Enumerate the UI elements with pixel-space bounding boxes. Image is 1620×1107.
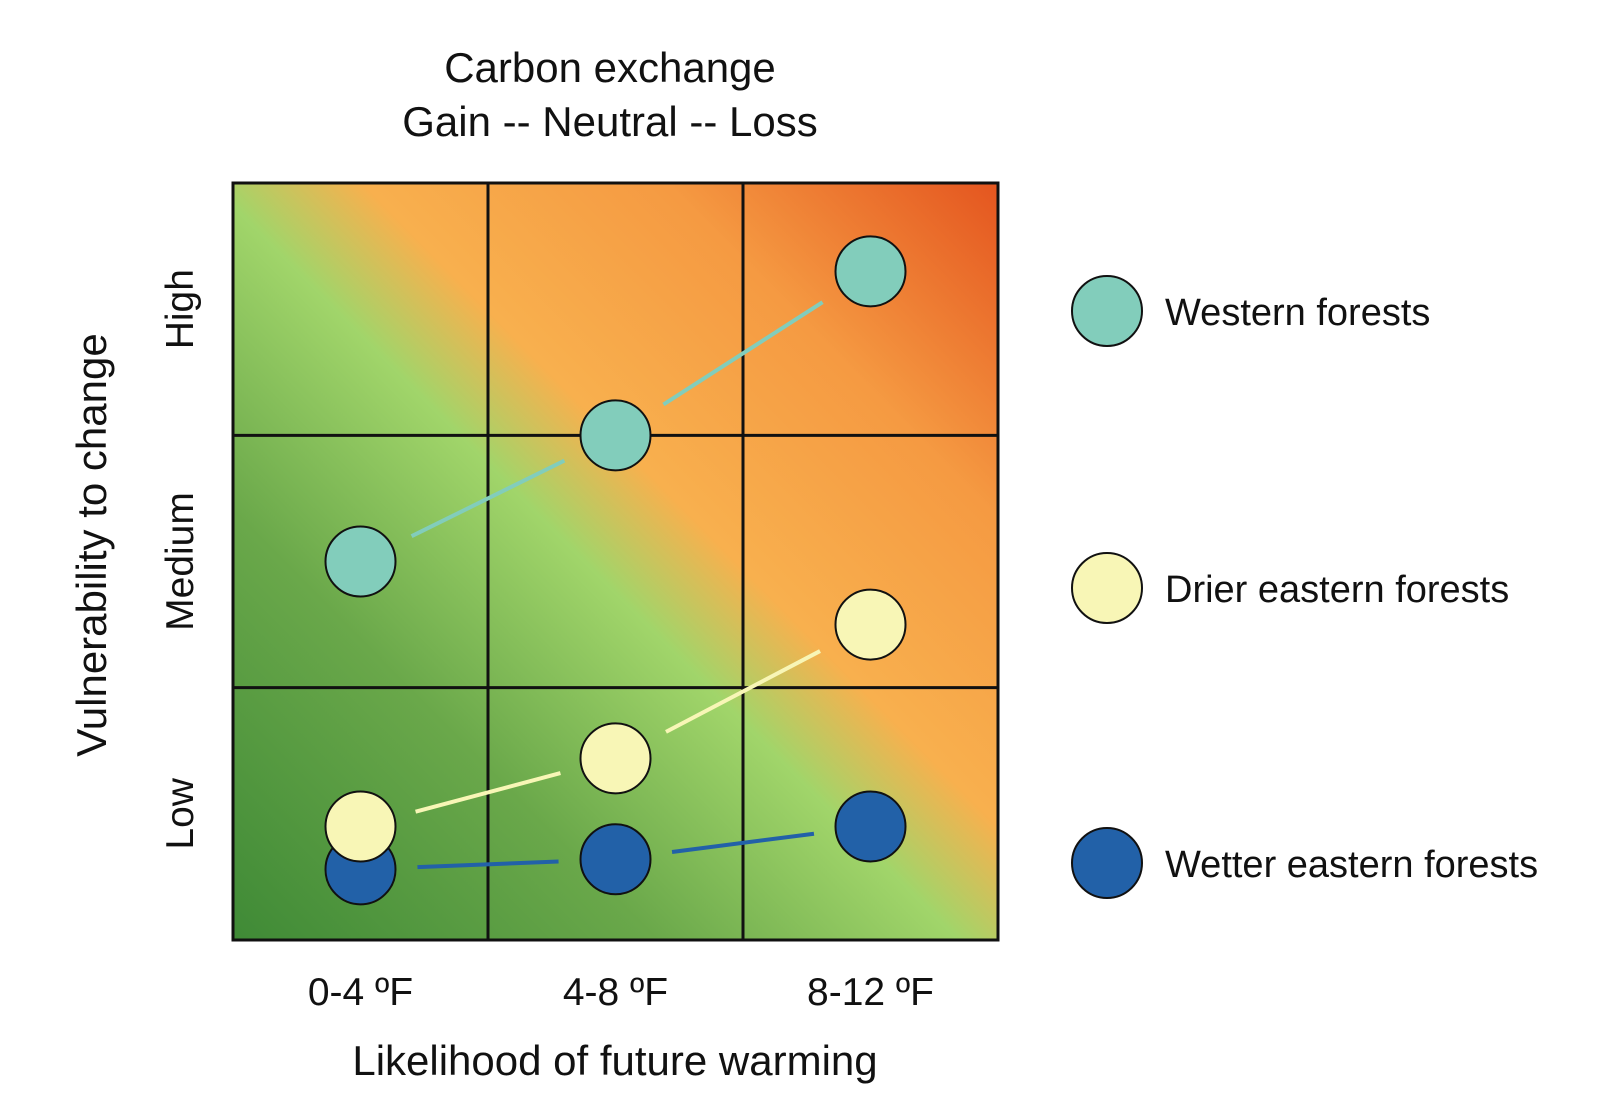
x-tick-labels: 0-4 ºF 4-8 ºF 8-12 ºF [308,971,934,1014]
series-connector [410,458,566,539]
legend-item: Wetter eastern forests [1071,827,1538,899]
y-tick-label: High [159,269,202,349]
x-tick-label: 8-12 ºF [807,971,934,1014]
data-points [324,235,907,906]
legend-item: Drier eastern forests [1071,552,1509,624]
data-point [579,722,652,795]
legend-swatch [1071,827,1143,899]
data-point [324,525,397,598]
y-tick-label: Low [159,777,202,849]
y-tick-labels: Low Medium High [159,269,202,850]
series-connector [417,859,559,870]
series-connector [665,649,821,734]
series-connector [662,300,824,407]
data-point [834,790,907,863]
x-tick-label: 4-8 ºF [563,971,668,1014]
legend-item: Western forests [1071,275,1430,347]
y-tick-label: Medium [159,492,202,631]
legend-swatch [1071,552,1143,624]
x-tick-label: 0-4 ºF [308,971,413,1014]
x-axis-label: Likelihood of future warming [352,1037,877,1084]
y-axis-label: Vulnerability to change [68,333,115,756]
data-point [834,235,907,308]
legend: Western forests Drier eastern forests Wett… [1071,275,1538,899]
series-connector [415,771,561,814]
legend-label: Wetter eastern forests [1165,844,1538,886]
chart-subtitle: Gain -- Neutral -- Loss [402,98,817,145]
legend-label: Western forests [1165,292,1430,334]
series-connectors [410,300,824,870]
data-point [324,790,397,863]
data-point [834,588,907,661]
legend-swatch [1071,275,1143,347]
data-point [579,399,652,472]
data-point [579,823,652,896]
chart-title: Carbon exchange [444,44,776,91]
series-connector [671,831,815,854]
legend-label: Drier eastern forests [1165,569,1509,611]
plot-frame [231,181,1000,942]
